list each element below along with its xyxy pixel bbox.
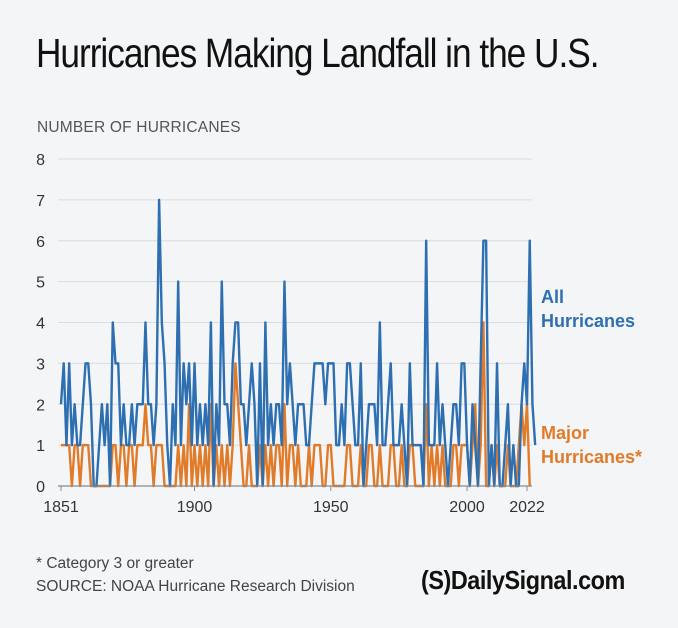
source-credit: SOURCE: NOAA Hurricane Research Division bbox=[36, 578, 355, 595]
x-tick-label: 1851 bbox=[43, 499, 79, 516]
series-label-major-hurricanes: Major Hurricanes* bbox=[541, 421, 642, 469]
series-label-major-line-2: Hurricanes* bbox=[541, 447, 643, 467]
y-tick-labels: 0 1 2 3 4 5 6 7 8 bbox=[36, 152, 45, 496]
footnote: * Category 3 or greater bbox=[36, 555, 194, 572]
all-hurricanes-line bbox=[59, 198, 537, 488]
y-tick-label: 8 bbox=[36, 152, 45, 169]
y-tick-label: 7 bbox=[36, 193, 45, 210]
chart-title: Hurricanes Making Landfall in the U.S. bbox=[36, 30, 599, 76]
y-tick-label: 2 bbox=[36, 397, 45, 414]
y-axis-title: NUMBER OF HURRICANES bbox=[37, 119, 241, 136]
series-label-all-line-1: All bbox=[541, 287, 565, 307]
y-tick-label: 4 bbox=[36, 316, 45, 333]
x-tick-label: 2022 bbox=[509, 499, 545, 516]
daily-signal-logo[interactable]: (S)DailySignal.com bbox=[421, 565, 625, 595]
y-tick-label: 5 bbox=[36, 275, 45, 292]
y-tick-label: 1 bbox=[36, 438, 45, 455]
series-label-all-hurricanes: All Hurricanes bbox=[541, 285, 635, 333]
x-tick-label: 1900 bbox=[177, 499, 213, 516]
x-tick-label: 1950 bbox=[313, 499, 349, 516]
y-tick-label: 0 bbox=[36, 479, 45, 496]
x-tick-labels: 1851 1900 1950 2000 2022 bbox=[43, 486, 545, 516]
y-tick-label: 3 bbox=[36, 356, 45, 373]
y-tick-label: 6 bbox=[36, 234, 45, 251]
series-label-all-line-2: Hurricanes bbox=[541, 311, 636, 331]
series-label-major-line-1: Major bbox=[541, 423, 590, 443]
x-tick-label: 2000 bbox=[449, 499, 485, 516]
